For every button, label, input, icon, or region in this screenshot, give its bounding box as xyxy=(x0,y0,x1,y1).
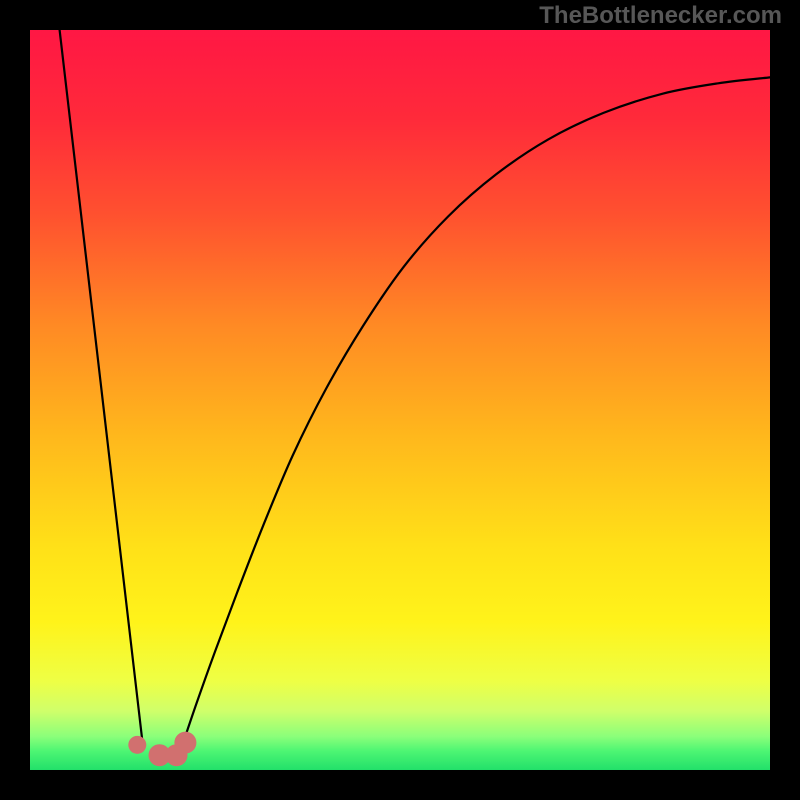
plot-area xyxy=(30,30,770,770)
watermark-label[interactable]: TheBottlenecker.com xyxy=(539,2,782,30)
gradient-chart xyxy=(0,0,800,800)
chart-container: TheBottlenecker.com xyxy=(0,0,800,800)
